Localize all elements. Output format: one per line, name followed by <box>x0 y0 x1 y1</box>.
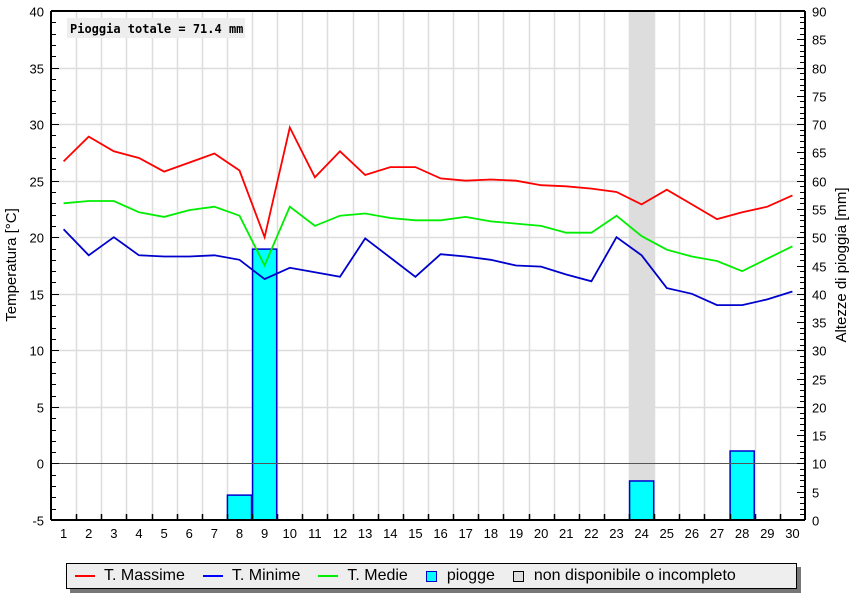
x-tick-label: 13 <box>358 526 372 541</box>
right-tick-label: 90 <box>812 5 826 20</box>
legend-label: T. Minime <box>231 567 301 584</box>
series-line <box>62 228 793 307</box>
x-tick-label: 1 <box>60 526 67 541</box>
x-tick-label: 23 <box>609 526 623 541</box>
left-axis-title: Temperatura [°C] <box>3 208 20 322</box>
left-tick-label: 35 <box>30 62 44 77</box>
left-tick-label: 5 <box>37 401 44 416</box>
legend-label: non disponibile o incompleto <box>533 567 736 584</box>
x-tick-label: 14 <box>383 526 397 541</box>
left-tick-label: 15 <box>30 288 44 303</box>
rain-bar <box>628 480 655 521</box>
right-tick-label: 65 <box>812 146 826 161</box>
x-tick-label: 12 <box>333 526 347 541</box>
temperature-lines <box>62 124 793 307</box>
right-axis-title: Altezze di pioggia [mm] <box>833 187 850 342</box>
x-tick-label: 30 <box>785 526 799 541</box>
right-tick-label: 45 <box>812 260 826 275</box>
left-tick-label: 10 <box>30 344 44 359</box>
gray-square-icon <box>512 570 524 582</box>
x-tick-label: 19 <box>509 526 523 541</box>
rain-total-annotation: Pioggia totale = 71.4 mm <box>67 18 245 38</box>
x-tick-label: 3 <box>110 526 117 541</box>
right-tick-label: 75 <box>812 90 826 105</box>
right-tick-label: 5 <box>812 486 819 501</box>
rain-bar <box>251 248 278 521</box>
right-tick-label: 80 <box>812 62 826 77</box>
x-tick-label: 26 <box>685 526 699 541</box>
legend-item-max: T. Massime <box>75 567 185 585</box>
rain-bar <box>729 450 755 521</box>
cyan-square-icon <box>425 570 437 582</box>
x-axis-ticks: 1 2 3 4 5 6 7 8 9 10 11 12 13 14 15 16 17 18 19 20 21 22 23 24 2… <box>60 514 800 541</box>
x-tick-label: 2 <box>85 526 92 541</box>
right-tick-label: 10 <box>812 457 826 472</box>
right-tick-label: 30 <box>812 344 826 359</box>
x-tick-label: 4 <box>135 526 142 541</box>
right-tick-label: 60 <box>812 175 826 190</box>
legend: T. Massime T. Minime T. Medie piogge non… <box>66 563 797 589</box>
legend-item-rain: piogge <box>425 567 495 585</box>
rain-bar <box>226 494 253 521</box>
series-line <box>63 200 793 273</box>
x-tick-label: 10 <box>283 526 297 541</box>
right-tick-label: 15 <box>812 429 826 444</box>
x-tick-label: 11 <box>308 526 322 541</box>
x-tick-label: 20 <box>534 526 548 541</box>
left-tick-label: 25 <box>30 175 44 190</box>
x-tick-label: 25 <box>660 526 674 541</box>
legend-item-mean: T. Medie <box>318 567 408 585</box>
right-tick-label: 40 <box>812 288 826 303</box>
right-tick-label: 0 <box>812 514 819 529</box>
x-tick-label: 24 <box>634 526 648 541</box>
green-line-icon <box>318 575 339 577</box>
x-tick-label: 17 <box>458 526 472 541</box>
x-tick-label: 18 <box>484 526 498 541</box>
right-axis-ticks: 0 5 10 15 20 25 30 35 40 45 50 55 60 65 70 75 80 85 90 <box>797 5 826 529</box>
left-tick-label: 20 <box>30 231 44 246</box>
x-tick-label: 27 <box>710 526 724 541</box>
legend-item-unavailable: non disponibile o incompleto <box>512 567 736 585</box>
right-tick-label: 20 <box>812 401 826 416</box>
right-tick-label: 70 <box>812 118 826 133</box>
right-tick-label: 35 <box>812 316 826 331</box>
legend-item-min: T. Minime <box>202 567 301 585</box>
x-tick-label: 22 <box>584 526 598 541</box>
left-tick-label: -5 <box>32 514 44 529</box>
legend-label: piogge <box>446 567 495 584</box>
left-tick-label: 40 <box>30 5 44 20</box>
blue-line-icon <box>202 575 223 577</box>
x-tick-label: 16 <box>433 526 447 541</box>
x-tick-label: 29 <box>760 526 774 541</box>
x-tick-label: 7 <box>211 526 218 541</box>
x-tick-label: 15 <box>408 526 422 541</box>
legend-label: T. Massime <box>104 567 185 584</box>
right-tick-label: 85 <box>812 33 826 48</box>
x-tick-label: 9 <box>261 526 268 541</box>
x-tick-label: 5 <box>160 526 167 541</box>
right-tick-label: 50 <box>812 231 826 246</box>
legend-label: T. Medie <box>347 567 408 584</box>
x-tick-label: 8 <box>236 526 243 541</box>
left-tick-label: 30 <box>30 118 44 133</box>
left-tick-label: 0 <box>37 457 44 472</box>
right-tick-label: 55 <box>812 203 826 218</box>
x-tick-label: 21 <box>559 526 573 541</box>
series-line <box>62 124 793 241</box>
x-tick-label: 28 <box>735 526 749 541</box>
rain-total-text: Pioggia totale = 71.4 mm <box>70 22 243 36</box>
x-tick-label: 6 <box>186 526 193 541</box>
left-axis-ticks: -5 0 5 10 15 20 25 30 35 40 <box>30 5 59 529</box>
right-tick-label: 25 <box>812 373 826 388</box>
red-line-icon <box>75 575 95 577</box>
